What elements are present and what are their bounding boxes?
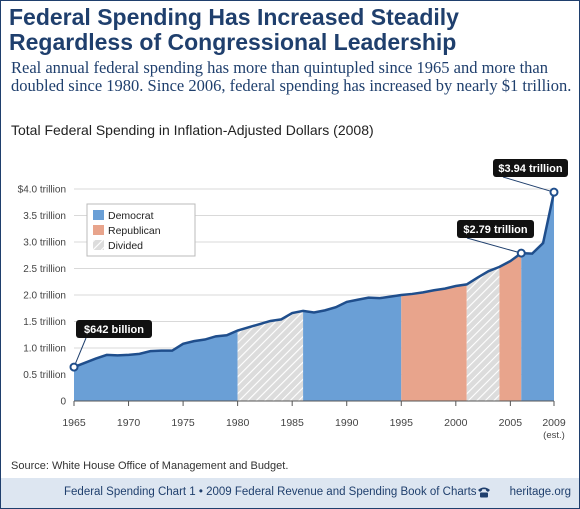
footer-chart-label: Federal Spending Chart 1 • 2009 Federal … [64, 486, 477, 498]
y-tick-label: 0 [60, 397, 66, 408]
x-tick-label: 1990 [335, 417, 359, 429]
heritage-link[interactable]: heritage.org [509, 486, 571, 498]
annotation-label: $3.94 trillion [498, 163, 562, 175]
x-tick-label: 1965 [62, 417, 86, 429]
annotation-leader [73, 337, 87, 368]
phone-icon [478, 487, 490, 498]
page-title: Federal Spending Has Increased Steadily … [9, 4, 459, 55]
footer-bar: Federal Spending Chart 1 • 2009 Federal … [1, 478, 579, 508]
y-tick-label: 2.5 trillion [23, 264, 66, 275]
spending-area-chart: 0 0.5 trillion 1.0 trillion 1.5 trillion 2.0… [18, 159, 568, 442]
legend: Democrat Republican Divided [86, 203, 196, 257]
annotation-point [69, 362, 79, 372]
x-tick-label: 1975 [171, 417, 195, 429]
lead-paragraph: Real annual federal spending has more th… [11, 58, 572, 95]
annotation-point [549, 187, 559, 197]
legend-swatch-democrat [93, 210, 104, 220]
source-note: Source: White House Office of Management… [11, 460, 289, 472]
axes: 0 0.5 trillion 1.0 trillion 1.5 trillion 2.0… [18, 185, 566, 442]
annotation-box [493, 159, 568, 177]
annotation-label: $2.79 trillion [463, 224, 527, 236]
y-tick-label: 3.5 trillion [23, 211, 66, 222]
legend-swatch-divided [93, 240, 104, 250]
x-tick-label: 2005 [499, 417, 523, 429]
annotation-leader [502, 176, 555, 193]
legend-label-divided: Divided [108, 240, 143, 252]
y-tick-label: 1.0 trillion [23, 344, 66, 355]
period-area-divided [466, 192, 500, 401]
y-tick-label: 2.0 trillion [23, 291, 66, 302]
legend-swatch-republican [93, 225, 104, 235]
y-tick-label: 0.5 trillion [23, 370, 66, 381]
period-area-democrat [303, 192, 402, 401]
x-tick-label: 1970 [117, 417, 141, 429]
y-tick-label: 3.0 trillion [23, 238, 66, 249]
chart-panel: 0 0.5 trillion 1.0 trillion 1.5 trillion 2.0… [1, 146, 579, 448]
y-tick-label: 1.5 trillion [23, 317, 66, 328]
period-area-republican [401, 192, 467, 401]
period-area-divided [237, 192, 304, 401]
chart-title: Total Federal Spending in Inflation-Adju… [11, 122, 374, 138]
y-tick-label: $4.0 trillion [18, 185, 66, 196]
legend-label-republican: Republican [108, 225, 161, 237]
spending-line [73, 191, 556, 369]
annotations: $642 billion $2.79 trillion $3.94 trillion [69, 159, 568, 372]
annotation-box [76, 320, 152, 338]
annotation-label: $642 billion [84, 324, 144, 336]
x-tick-label: 1980 [226, 417, 250, 429]
annotation-leader [466, 237, 522, 254]
annotation-point [516, 248, 526, 258]
x-tick-label: 1995 [390, 417, 414, 429]
x-tick-label: 2009 [542, 417, 566, 429]
x-tick-label: 2000 [444, 417, 468, 429]
annotation-box [457, 220, 534, 238]
period-area-republican [499, 192, 522, 401]
x-tick-sublabel: (est.) [543, 430, 565, 441]
x-tick-label: 1985 [281, 417, 305, 429]
legend-box [86, 203, 196, 257]
legend-label-democrat: Democrat [108, 210, 154, 222]
